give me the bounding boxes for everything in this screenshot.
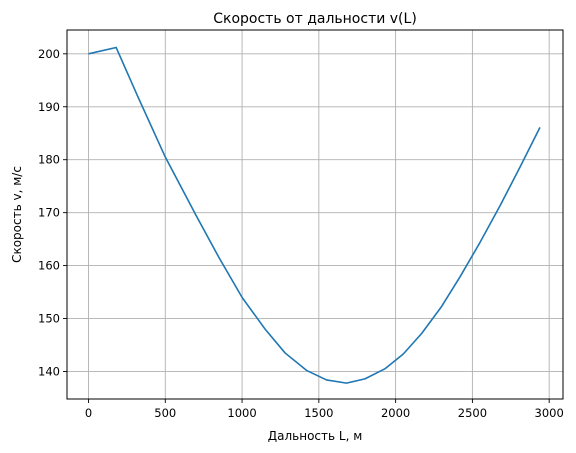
plot-frame [66,29,564,400]
y-tick-label: 190 [38,100,60,114]
y-tick-label: 150 [38,312,60,326]
grid-lines [67,30,563,399]
y-tick-label: 160 [38,259,60,273]
y-tick-label: 180 [38,153,60,167]
x-tick-label: 1000 [227,406,256,420]
y-axis: 140 150 160 170 180 190 200 [38,47,67,378]
series-line [88,46,541,384]
chart-title: Скорость от дальности v(L) [213,11,417,27]
x-tick-label: 0 [85,406,92,420]
x-tick-label: 500 [154,406,176,420]
x-tick-label: 2500 [458,406,487,420]
x-axis-label: Дальность L, м [268,429,363,443]
y-tick-label: 200 [38,47,60,61]
x-tick-label: 2000 [381,406,410,420]
y-tick-label: 170 [38,206,60,220]
y-tick-label: 140 [38,364,60,378]
x-axis: 0 500 1000 1500 2000 2500 3000 [85,399,564,420]
y-axis-label: Скорость v, м/с [10,166,24,263]
series-layer [88,46,541,384]
x-tick-label: 3000 [535,406,564,420]
x-tick-label: 1500 [304,406,333,420]
